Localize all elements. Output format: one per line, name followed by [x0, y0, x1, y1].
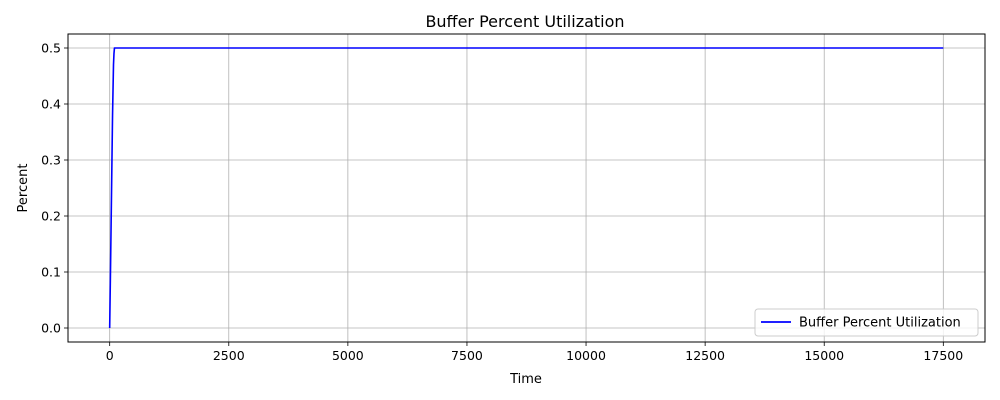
y-tick-label: 0.4	[41, 97, 61, 112]
x-tick-label: 2500	[213, 348, 245, 363]
x-tick-label: 12500	[685, 348, 725, 363]
legend-box	[754, 308, 979, 337]
y-tick-label: 0.5	[41, 41, 61, 56]
x-axis-ticks: 0 2500 5000 7500 10000 12500 15000 17500	[106, 342, 963, 363]
x-tick-label: 7500	[451, 348, 483, 363]
x-tick-label: 5000	[332, 348, 364, 363]
plot-area-frame	[67, 33, 986, 343]
plot-series	[108, 47, 944, 329]
x-tick-label: 10000	[566, 348, 606, 363]
x-tick-label: 15000	[804, 348, 844, 363]
y-tick-label: 0.1	[41, 265, 61, 280]
x-axis-label: Time	[509, 372, 542, 387]
y-axis-ticks: 0.0 0.1 0.2 0.3 0.4 0.5	[41, 41, 68, 336]
y-tick-label: 0.2	[41, 209, 61, 224]
grid	[68, 34, 985, 342]
legend: Buffer Percent Utilization	[754, 308, 979, 337]
x-tick-label: 17500	[923, 348, 963, 363]
chart-title: Buffer Percent Utilization	[425, 12, 624, 31]
legend-label: Buffer Percent Utilization	[799, 316, 961, 331]
series-line	[108, 47, 944, 329]
y-tick-label: 0.3	[41, 153, 61, 168]
y-tick-label: 0.0	[41, 321, 61, 336]
x-tick-label: 0	[106, 348, 114, 363]
y-axis-label: Percent	[16, 164, 31, 213]
